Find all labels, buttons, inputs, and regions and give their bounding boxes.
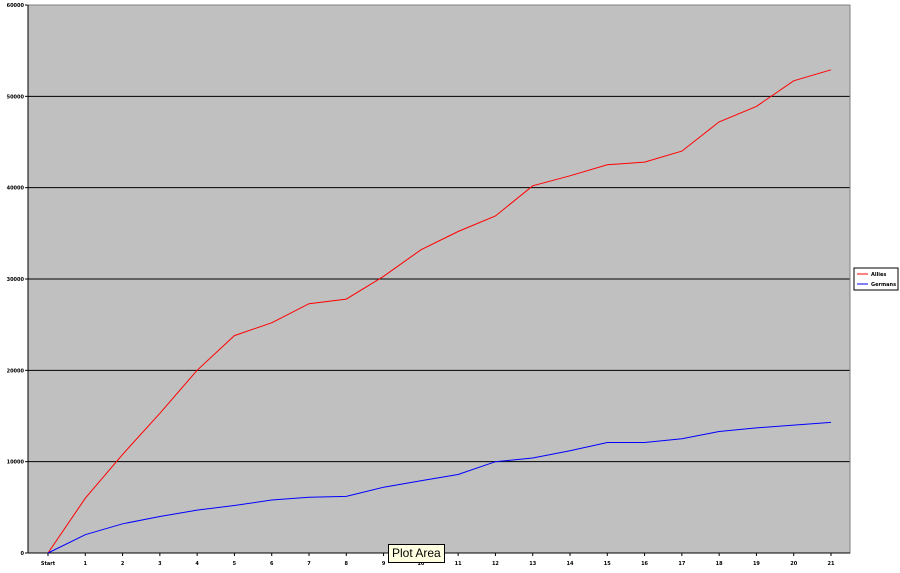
y-tick-label: 0	[21, 551, 25, 557]
x-tick-label: 20	[790, 561, 797, 567]
x-tick-label: 13	[529, 561, 536, 567]
y-tick-label: 20000	[7, 368, 25, 374]
y-tick-label: 50000	[7, 94, 25, 100]
x-tick-label: Start	[41, 561, 56, 567]
y-tick-label: 40000	[7, 186, 25, 192]
x-tick-label: 12	[492, 561, 499, 567]
x-tick-label: 9	[382, 561, 386, 567]
x-tick-label: 15	[604, 561, 611, 567]
x-tick-label: 4	[195, 561, 199, 567]
x-tick-label: 17	[678, 561, 685, 567]
y-tick-label: 10000	[7, 460, 25, 466]
x-tick-label: 5	[233, 561, 237, 567]
legend-label: Allies	[871, 272, 886, 278]
x-tick-label: 18	[716, 561, 723, 567]
legend-label: Germans	[871, 282, 896, 288]
x-tick-label: 14	[567, 561, 574, 567]
y-tick-label: 60000	[7, 3, 25, 9]
x-tick-label: 21	[828, 561, 835, 567]
x-tick-label: 6	[270, 561, 274, 567]
series-line-germans	[47, 421, 832, 554]
x-tick-label: 16	[641, 561, 648, 567]
x-tick-label: 19	[753, 561, 760, 567]
x-tick-label: 7	[307, 561, 311, 567]
x-tick-label: 2	[121, 561, 125, 567]
x-tick-label: 1	[84, 561, 88, 567]
plot-area-tooltip: Plot Area	[388, 544, 445, 563]
series-line-allies	[47, 69, 832, 554]
x-tick-label: 3	[158, 561, 162, 567]
x-tick-label: 10	[417, 561, 424, 567]
x-tick-label: 11	[455, 561, 462, 567]
y-tick-label: 30000	[7, 277, 25, 283]
x-tick-label: 8	[345, 561, 349, 567]
